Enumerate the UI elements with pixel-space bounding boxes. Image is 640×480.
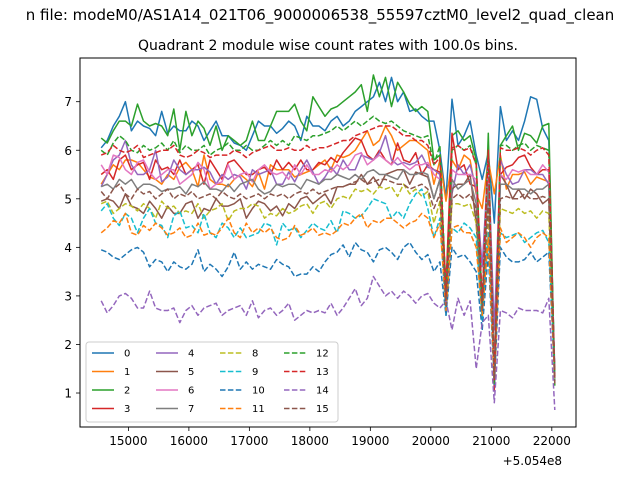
x-tick-label: 22000: [533, 434, 571, 448]
y-tick-label: 3: [64, 289, 72, 303]
legend-box: [85, 341, 339, 423]
y-tick-label: 7: [64, 95, 72, 109]
series-line-11: [100, 212, 556, 385]
chart-title: Quadrant 2 module wise count rates with …: [138, 38, 518, 54]
x-tick-label: 18000: [291, 434, 329, 448]
y-tick-label: 4: [64, 241, 72, 255]
series-line-1: [100, 125, 556, 381]
legend-label-2: 2: [124, 386, 130, 397]
y-tick-label: 5: [64, 192, 72, 206]
series-line-15: [100, 178, 556, 384]
legend-label-6: 6: [188, 386, 194, 397]
legend-label-14: 14: [316, 386, 329, 397]
legend-label-3: 3: [124, 404, 130, 415]
x-tick-label: 17000: [230, 434, 268, 448]
x-tick-label: 15000: [109, 434, 147, 448]
x-axis-offset-label: +5.054e8: [503, 454, 562, 468]
y-tick-label: 1: [64, 387, 72, 401]
legend-label-4: 4: [188, 349, 194, 360]
legend-label-9: 9: [252, 367, 258, 378]
plot-lines: [100, 74, 556, 411]
legend-label-5: 5: [188, 367, 194, 378]
series-line-12: [100, 115, 556, 385]
legend-label-10: 10: [252, 386, 265, 397]
chart-suptitle: n file: modeM0/AS1A14_021T06_9000006538_…: [26, 6, 615, 25]
series-line-10: [100, 241, 556, 387]
plot-frame: [79, 57, 577, 428]
legend-label-15: 15: [316, 404, 329, 415]
legend-label-0: 0: [124, 349, 130, 360]
legend-label-1: 1: [124, 367, 130, 378]
y-axis: 1 2 3 4 5 6 7: [64, 95, 80, 401]
x-tick-label: 21000: [472, 434, 510, 448]
y-tick-label: 6: [64, 144, 72, 158]
legend-label-12: 12: [316, 349, 329, 360]
legend-label-11: 11: [252, 404, 265, 415]
legend-label-7: 7: [188, 404, 194, 415]
x-tick-label: 19000: [351, 434, 389, 448]
x-tick-label: 16000: [170, 434, 208, 448]
x-axis: 15000 16000 17000 18000 19000 20000 21000 22000: [109, 427, 571, 448]
legend-label-8: 8: [252, 349, 258, 360]
series-line-14: [100, 275, 556, 411]
series-line-13: [100, 125, 556, 382]
series-line-9: [100, 188, 556, 385]
legend-label-13: 13: [316, 367, 329, 378]
y-tick-label: 2: [64, 338, 72, 352]
x-tick-label: 20000: [412, 434, 450, 448]
